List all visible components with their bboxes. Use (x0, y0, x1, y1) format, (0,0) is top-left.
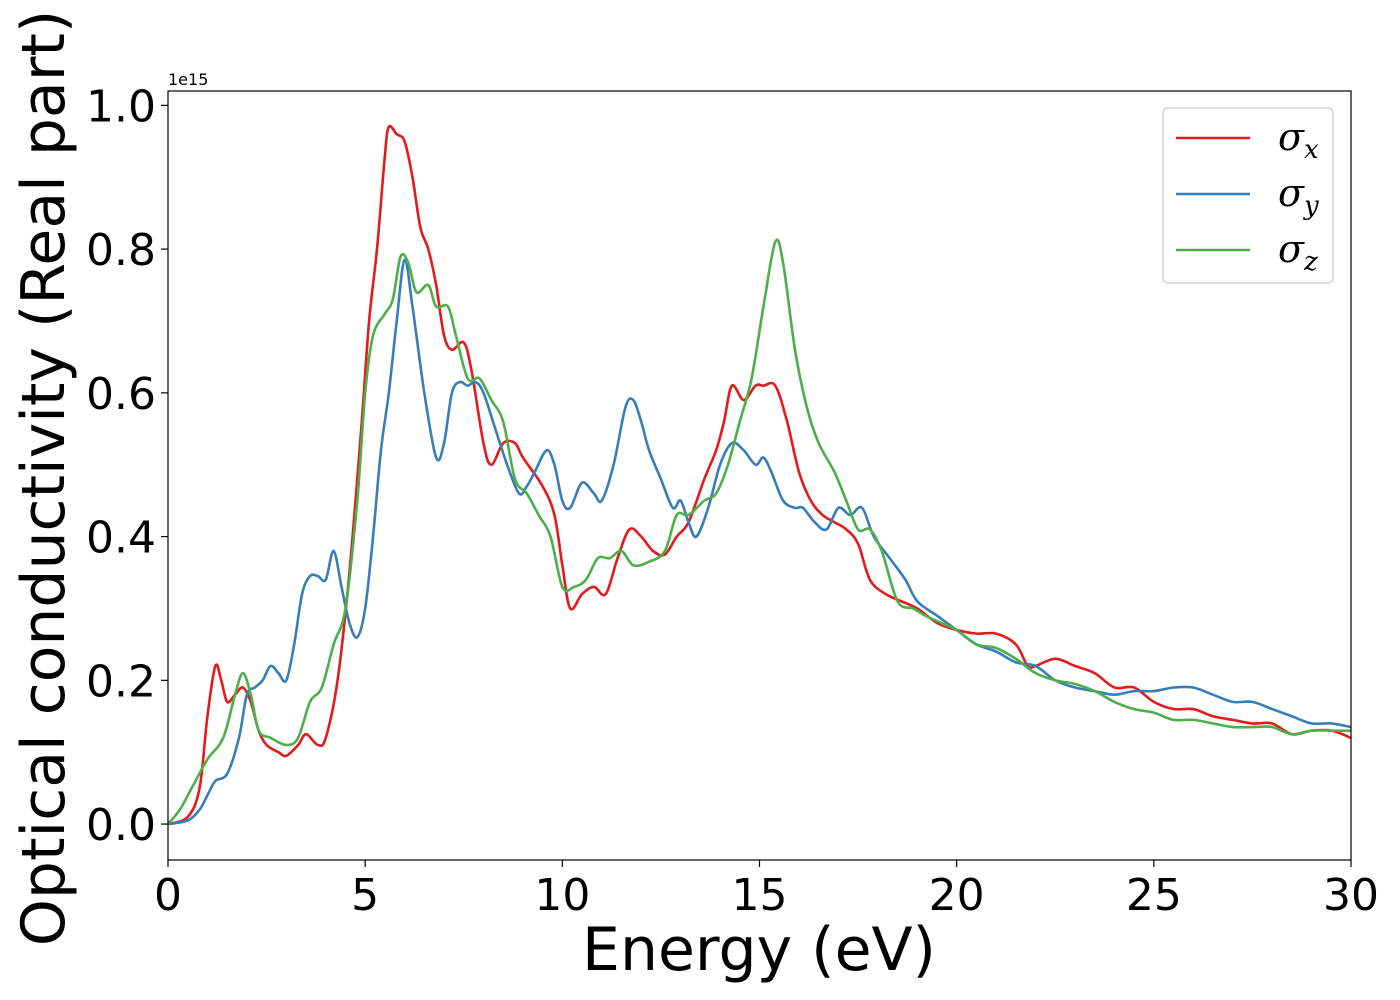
x-tick-label: 25 (1126, 870, 1182, 921)
legend-symbol: σ (1278, 171, 1305, 215)
legend-subscript: y (1303, 191, 1319, 221)
legend-label-y: σy (1278, 171, 1319, 221)
y-tick-label: 0.8 (86, 225, 156, 276)
y-tick-label: 0.6 (86, 369, 156, 420)
y-tick-label: 0.4 (86, 513, 156, 564)
x-axis-title: Energy (eV) (582, 915, 936, 985)
y-axis: 0.0 0.2 0.4 0.6 0.8 1.0 (86, 81, 168, 851)
y-tick-label: 0.0 (86, 800, 156, 851)
legend-symbol: σ (1278, 115, 1305, 159)
x-tick-label: 0 (154, 870, 182, 921)
legend-subscript: z (1303, 247, 1318, 277)
x-tick-label: 5 (351, 870, 379, 921)
legend-label-x: σx (1278, 115, 1319, 165)
y-tick-label: 1.0 (86, 81, 156, 132)
y-tick-label: 0.2 (86, 656, 156, 707)
legend-box (1162, 107, 1334, 284)
x-tick-label: 30 (1323, 870, 1379, 921)
series-line-z (168, 238, 1351, 825)
legend-label-z: σz (1278, 227, 1318, 277)
x-tick-label: 20 (929, 870, 985, 921)
x-axis: 0 5 10 15 20 25 30 (154, 860, 1379, 921)
y-offset-label: 1e15 (168, 70, 208, 89)
series-line-y (168, 258, 1351, 826)
x-tick-label: 10 (534, 870, 590, 921)
legend-subscript: x (1304, 135, 1319, 165)
y-axis-title: Optical conductivity (Real part) (9, 10, 79, 947)
x-tick-label: 15 (732, 870, 788, 921)
legend-symbol: σ (1278, 227, 1305, 271)
series-layer (168, 124, 1351, 826)
